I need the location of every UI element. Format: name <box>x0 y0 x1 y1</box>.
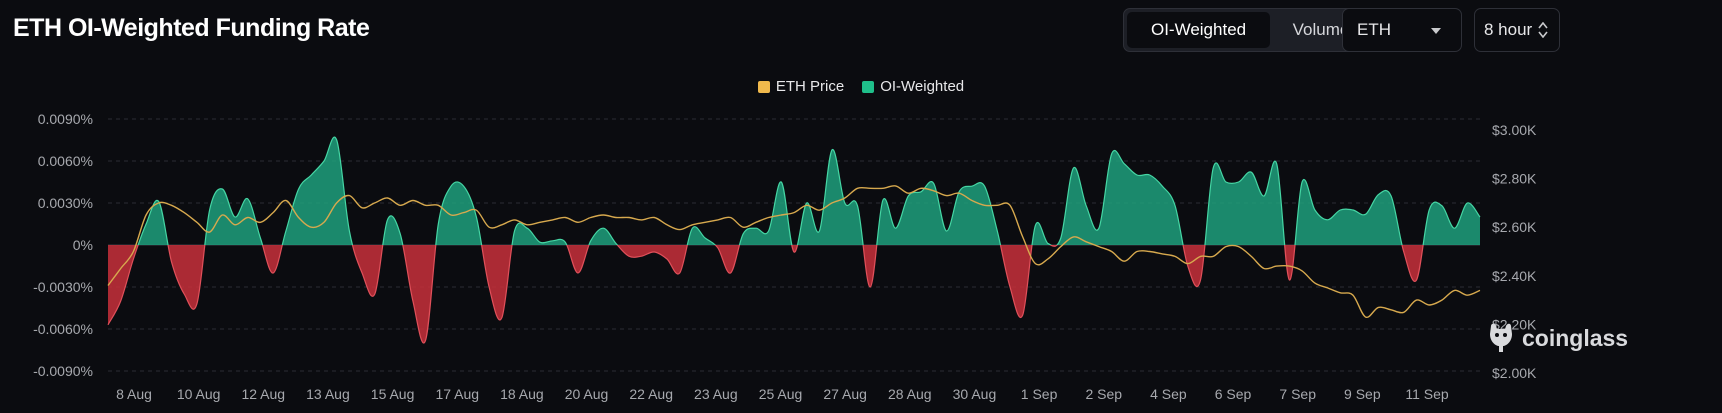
eth-price-line <box>107 185 1481 319</box>
legend-label-eth-price: ETH Price <box>775 78 845 95</box>
x-tick-label: 20 Aug <box>565 386 609 402</box>
x-tick-label: 12 Aug <box>241 386 285 402</box>
coinglass-logo-icon <box>1490 323 1512 352</box>
y-tick-label-left: -0.0060% <box>33 321 93 337</box>
funding-line-positive <box>137 136 1481 245</box>
coinglass-watermark: coinglass <box>1486 322 1628 354</box>
x-tick-label: 8 Aug <box>116 386 152 402</box>
x-tick-label: 28 Aug <box>888 386 932 402</box>
y-tick-label-left: -0.0090% <box>33 363 93 379</box>
x-tick-label: 7 Sep <box>1279 386 1316 402</box>
x-tick-label: 22 Aug <box>629 386 673 402</box>
x-tick-label: 11 Sep <box>1405 386 1449 402</box>
asset-select-value: ETH <box>1357 20 1391 39</box>
x-tick-label: 9 Sep <box>1344 386 1381 402</box>
interval-select-value: 8 hour <box>1484 20 1533 39</box>
y-tick-label-left: 0.0060% <box>38 153 93 169</box>
x-tick-label: 17 Aug <box>435 386 479 402</box>
asset-select[interactable]: ETH <box>1342 8 1462 52</box>
interval-select[interactable]: 8 hour <box>1474 8 1560 52</box>
x-tick-label: 10 Aug <box>177 386 221 402</box>
watermark-text: coinglass <box>1522 324 1629 351</box>
x-tick-label: 18 Aug <box>500 386 544 402</box>
caret-down-icon <box>1431 28 1441 34</box>
tab-oi-weighted[interactable]: OI-Weighted <box>1127 12 1271 48</box>
y-tick-label-left: 0.0090% <box>38 111 93 127</box>
x-tick-label: 13 Aug <box>306 386 350 402</box>
x-tick-label: 15 Aug <box>371 386 415 402</box>
y-tick-label-right: $2.00K <box>1492 365 1537 381</box>
y-tick-label-right: $2.60K <box>1492 219 1537 235</box>
legend-item-oi-weighted[interactable]: OI-Weighted <box>862 78 964 95</box>
x-tick-label: 25 Aug <box>759 386 803 402</box>
x-tick-label: 30 Aug <box>953 386 997 402</box>
page-title: ETH OI-Weighted Funding Rate <box>13 14 370 42</box>
x-tick-label: 2 Sep <box>1085 386 1122 402</box>
y-tick-label-left: 0.0030% <box>38 195 93 211</box>
y-tick-label-right: $2.40K <box>1492 268 1537 284</box>
x-tick-label: 6 Sep <box>1215 386 1252 402</box>
sort-arrows-icon <box>1538 22 1548 38</box>
legend-label-oi-weighted: OI-Weighted <box>880 78 965 95</box>
x-tick-label: 4 Sep <box>1150 386 1187 402</box>
legend-item-eth-price[interactable]: ETH Price <box>757 78 845 95</box>
legend-swatch-eth-price <box>757 80 770 93</box>
legend-swatch-oi-weighted <box>862 80 875 93</box>
y-tick-label-left: 0% <box>73 237 93 253</box>
funding-area-positive <box>108 137 1480 245</box>
x-tick-label: 27 Aug <box>823 386 867 402</box>
x-tick-label: 23 Aug <box>694 386 738 402</box>
chart-legend: ETH Price OI-Weighted <box>0 78 1722 95</box>
y-tick-label-left: -0.0030% <box>33 279 93 295</box>
x-tick-label: 1 Sep <box>1021 386 1058 402</box>
y-tick-label-right: $2.80K <box>1492 171 1537 187</box>
y-tick-label-right: $2.20K <box>1492 316 1537 332</box>
y-tick-label-right: $3.00K <box>1492 122 1537 138</box>
